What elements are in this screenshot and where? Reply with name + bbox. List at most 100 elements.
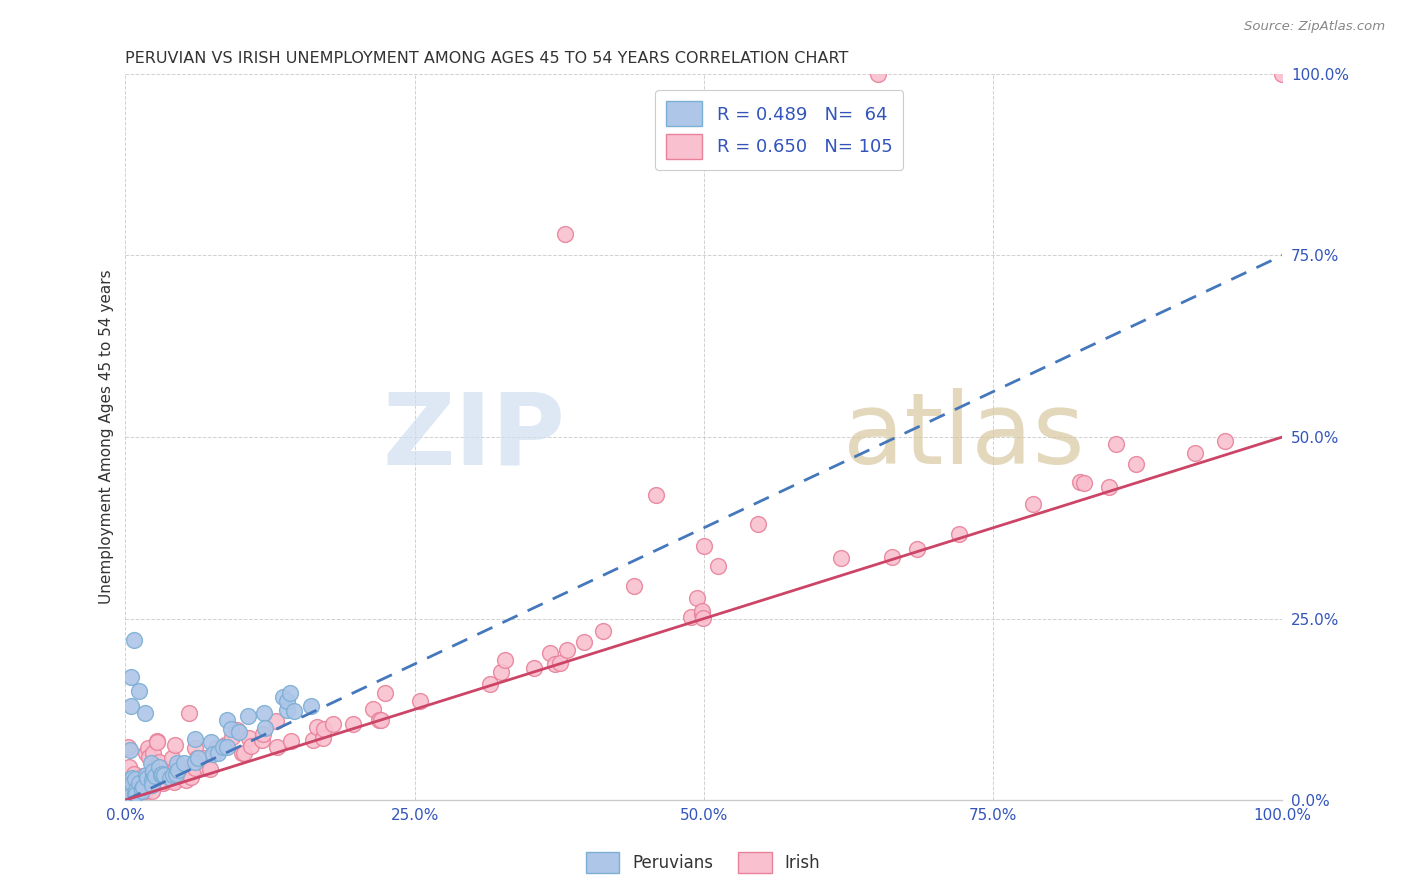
Point <box>142 764 165 778</box>
Point <box>226 723 249 737</box>
Point <box>117 739 139 754</box>
Point <box>122 633 145 648</box>
Point <box>523 661 546 675</box>
Point <box>187 751 209 765</box>
Point <box>141 766 163 780</box>
Point <box>121 772 143 786</box>
Point <box>184 732 207 747</box>
Point <box>1184 445 1206 459</box>
Point <box>299 698 322 713</box>
Legend: Peruvians, Irish: Peruvians, Irish <box>579 846 827 880</box>
Point <box>131 780 153 795</box>
Point <box>198 762 221 776</box>
Point <box>125 783 148 797</box>
Point <box>374 686 396 700</box>
Point <box>184 755 207 769</box>
Point <box>215 714 238 728</box>
Point <box>138 750 160 764</box>
Point <box>162 768 184 782</box>
Point <box>692 607 714 622</box>
Point <box>191 751 214 765</box>
Point <box>120 698 142 713</box>
Point <box>280 734 302 748</box>
Point <box>159 771 181 785</box>
Point <box>148 755 170 769</box>
Point <box>342 716 364 731</box>
Point <box>278 686 301 700</box>
Point <box>134 706 156 720</box>
Point <box>623 579 645 593</box>
Point <box>167 763 190 777</box>
Point <box>146 735 169 749</box>
Point <box>866 67 889 81</box>
Point <box>150 768 173 782</box>
Point <box>135 746 157 760</box>
Point <box>128 775 150 789</box>
Point <box>948 527 970 541</box>
Point <box>117 772 139 787</box>
Point <box>679 610 702 624</box>
Point <box>692 610 714 624</box>
Point <box>544 657 567 672</box>
Point <box>165 767 187 781</box>
Point <box>195 761 218 775</box>
Point <box>148 760 170 774</box>
Point <box>1022 497 1045 511</box>
Point <box>1213 434 1236 449</box>
Point <box>232 746 254 760</box>
Point <box>121 776 143 790</box>
Point <box>905 542 928 557</box>
Point <box>152 776 174 790</box>
Point <box>135 768 157 782</box>
Point <box>124 787 146 801</box>
Point <box>117 783 139 797</box>
Point <box>118 759 141 773</box>
Point <box>173 756 195 771</box>
Point <box>238 709 260 723</box>
Point <box>253 706 276 720</box>
Point <box>134 784 156 798</box>
Point <box>117 789 139 803</box>
Point <box>1069 475 1091 490</box>
Point <box>228 725 250 739</box>
Point <box>128 779 150 793</box>
Point <box>409 694 432 708</box>
Point <box>124 767 146 781</box>
Point <box>572 634 595 648</box>
Point <box>132 782 155 797</box>
Point <box>276 694 298 708</box>
Point <box>184 761 207 775</box>
Point <box>152 768 174 782</box>
Point <box>186 751 208 765</box>
Point <box>555 643 578 657</box>
Point <box>361 702 384 716</box>
Point <box>205 740 228 755</box>
Point <box>283 704 305 718</box>
Point <box>120 789 142 804</box>
Point <box>184 740 207 755</box>
Point <box>128 776 150 790</box>
Point <box>117 785 139 799</box>
Point <box>707 559 730 574</box>
Point <box>254 721 277 735</box>
Point <box>132 784 155 798</box>
Point <box>538 646 561 660</box>
Point <box>231 746 253 760</box>
Point <box>1073 476 1095 491</box>
Point <box>478 677 501 691</box>
Point <box>176 760 198 774</box>
Point <box>118 789 141 804</box>
Point <box>165 765 187 780</box>
Point <box>1271 67 1294 81</box>
Point <box>221 731 243 745</box>
Point <box>117 787 139 801</box>
Point <box>139 779 162 793</box>
Point <box>117 787 139 801</box>
Point <box>266 739 288 754</box>
Point <box>645 488 668 502</box>
Point <box>207 746 229 760</box>
Point <box>121 776 143 790</box>
Point <box>117 788 139 802</box>
Point <box>494 653 516 667</box>
Text: atlas: atlas <box>842 389 1084 485</box>
